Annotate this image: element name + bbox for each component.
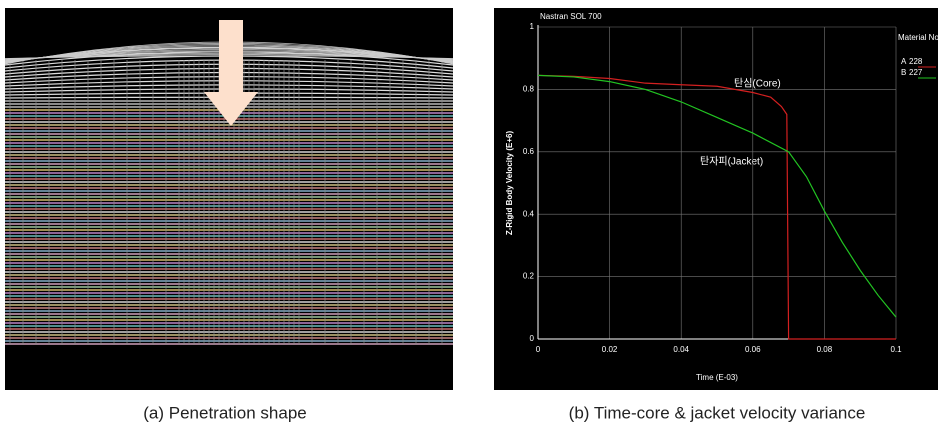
y-axis-label: Z-Rigid Body Velocity (E+6): [505, 131, 514, 236]
legend-label: 228: [909, 57, 923, 66]
chart-panel: [494, 8, 938, 390]
legend-label: 227: [909, 68, 923, 77]
legend-marker: A: [901, 57, 907, 66]
annotation: 탄자피(Jacket): [700, 156, 763, 168]
y-tick-label: 0.6: [523, 147, 535, 156]
x-axis-label: Time (E-03): [696, 373, 738, 382]
x-tick-label: 0.1: [890, 345, 902, 354]
caption: (b) Time-core & jacket velocity variance: [569, 403, 866, 422]
mesh-base: [5, 345, 453, 390]
x-tick-label: 0.06: [745, 345, 761, 354]
annotation: 탄심(Core): [734, 78, 781, 90]
x-tick-label: 0.02: [602, 345, 618, 354]
y-tick-label: 1: [530, 22, 535, 31]
y-tick-label: 0.2: [523, 272, 535, 281]
y-tick-label: 0.4: [523, 209, 535, 218]
page: Nastran SOL 700 Time (E-03) Z-Rigid Body…: [0, 0, 945, 437]
chart-title: Nastran SOL 700: [540, 12, 602, 21]
x-tick-label: 0: [536, 345, 541, 354]
legend-title: Material No:: [898, 33, 941, 42]
legend-marker: B: [901, 68, 906, 77]
y-tick-label: 0: [530, 334, 535, 343]
x-tick-label: 0.08: [817, 345, 833, 354]
y-tick-label: 0.8: [523, 85, 535, 94]
caption: (a) Penetration shape: [143, 403, 307, 422]
x-tick-label: 0.04: [673, 345, 689, 354]
figure: Nastran SOL 700 Time (E-03) Z-Rigid Body…: [0, 0, 945, 433]
